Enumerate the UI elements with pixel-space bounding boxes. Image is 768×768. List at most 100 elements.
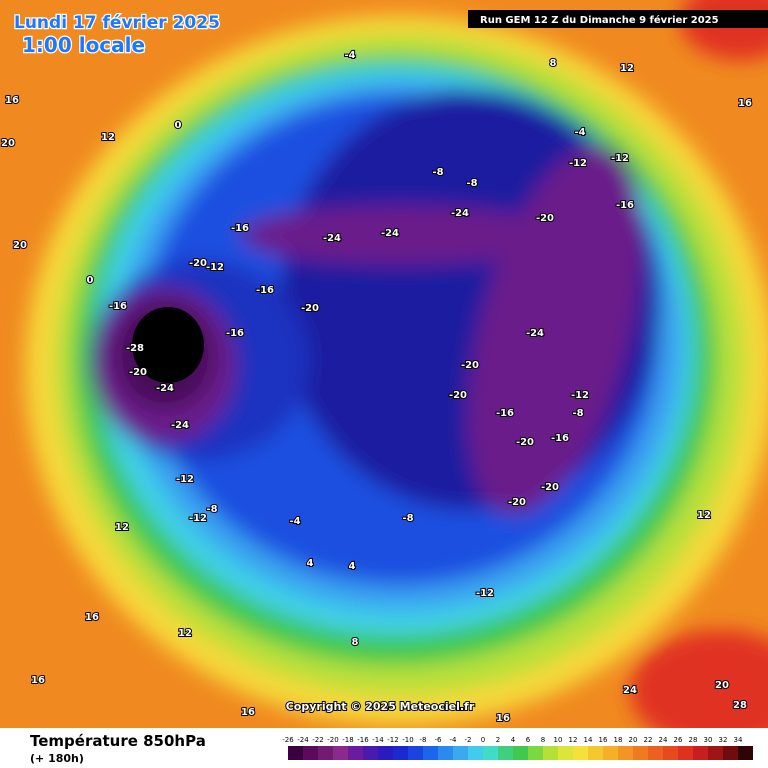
colorbar-tick-label: 12 bbox=[569, 736, 578, 744]
colorbar-tick-label: -16 bbox=[357, 736, 369, 744]
isotherm-label: -20 bbox=[189, 258, 207, 269]
colorbar-swatch bbox=[513, 746, 528, 760]
isotherm-label: 0 bbox=[87, 275, 94, 286]
colorbar-tick-label: 28 bbox=[689, 736, 698, 744]
forecast-lead: (+ 180h) bbox=[30, 752, 84, 765]
isotherm-label: 20 bbox=[1, 138, 15, 149]
colorbar-swatch bbox=[573, 746, 588, 760]
isotherm-label: -12 bbox=[611, 153, 629, 164]
colorbar-swatch bbox=[663, 746, 678, 760]
isotherm-label: 16 bbox=[496, 713, 510, 724]
colorbar-swatch bbox=[498, 746, 513, 760]
colorbar-swatch bbox=[543, 746, 558, 760]
isotherm-label: -20 bbox=[301, 303, 319, 314]
isotherm-label: -12 bbox=[476, 588, 494, 599]
isotherm-label: -16 bbox=[616, 200, 634, 211]
isotherm-label: 4 bbox=[307, 558, 314, 569]
isotherm-label: -28 bbox=[126, 343, 144, 354]
isotherm-label: -12 bbox=[569, 158, 587, 169]
isotherm-label: 20 bbox=[715, 680, 729, 691]
colorbar-tick-label: 14 bbox=[584, 736, 593, 744]
isotherm-label: 24 bbox=[623, 685, 637, 696]
isotherm-label: -20 bbox=[536, 213, 554, 224]
isotherm-label: -16 bbox=[256, 285, 274, 296]
isotherm-label: 12 bbox=[115, 522, 129, 533]
colorbar-swatch bbox=[588, 746, 603, 760]
colorbar-tick-label: 2 bbox=[496, 736, 500, 744]
isotherm-label: 16 bbox=[5, 95, 19, 106]
colorbar-tick-label: 10 bbox=[554, 736, 563, 744]
isotherm-label: 8 bbox=[550, 58, 557, 69]
colorbar-swatch bbox=[618, 746, 633, 760]
colorbar-tick-label: -6 bbox=[435, 736, 443, 744]
isotherm-label: 12 bbox=[620, 63, 634, 74]
isotherm-label: -16 bbox=[226, 328, 244, 339]
colorbar-swatch bbox=[303, 746, 318, 760]
colorbar-tick-label: 34 bbox=[734, 736, 743, 744]
run-banner bbox=[468, 10, 768, 28]
colorbar-swatch bbox=[648, 746, 663, 760]
colorbar-swatch bbox=[603, 746, 618, 760]
map bbox=[0, 0, 768, 750]
isotherm-label: 16 bbox=[85, 612, 99, 623]
colorbar-tick-label: 0 bbox=[481, 736, 485, 744]
isotherm-label: -20 bbox=[461, 360, 479, 371]
isotherm-label: -8 bbox=[432, 167, 443, 178]
valid-date: Lundi 17 février 2025 bbox=[14, 13, 220, 33]
isotherm-label: 28 bbox=[733, 700, 747, 711]
isotherm-label: -20 bbox=[508, 497, 526, 508]
colorbar-swatch bbox=[288, 746, 303, 760]
isotherm-label: -8 bbox=[402, 513, 413, 524]
colorbar-tick-label: -4 bbox=[450, 736, 458, 744]
colorbar-tick-label: 16 bbox=[599, 736, 608, 744]
colorbar-tick-label: 22 bbox=[644, 736, 653, 744]
isotherm-label: -12 bbox=[189, 513, 207, 524]
isotherm-label: -20 bbox=[449, 390, 467, 401]
colorbar-tick-label: -12 bbox=[387, 736, 398, 744]
isotherm-label: 16 bbox=[738, 98, 752, 109]
colorbar-tick-label: -26 bbox=[282, 736, 294, 744]
colorbar-tick-label: 6 bbox=[526, 736, 531, 744]
isotherm-label: -24 bbox=[171, 420, 189, 431]
colorbar-tick-label: 26 bbox=[674, 736, 683, 744]
colorbar-swatch bbox=[693, 746, 708, 760]
colorbar-swatch bbox=[678, 746, 693, 760]
colorbar-swatch bbox=[363, 746, 378, 760]
colorbar-swatch bbox=[723, 746, 738, 760]
colorbar-swatch bbox=[393, 746, 408, 760]
colorbar-swatch bbox=[528, 746, 543, 760]
isotherm-label: -4 bbox=[574, 127, 585, 138]
footer-title: Température 850hPa bbox=[30, 732, 206, 750]
isotherm-label: -8 bbox=[206, 504, 217, 515]
isotherm-label: -24 bbox=[381, 228, 399, 239]
isotherm-label: 12 bbox=[697, 510, 711, 521]
isotherm-label: -12 bbox=[176, 474, 194, 485]
colorbar-tick-label: -8 bbox=[420, 736, 427, 744]
colorbar-swatch bbox=[483, 746, 498, 760]
isotherm-label: -20 bbox=[541, 482, 559, 493]
isotherm-label: -24 bbox=[451, 208, 469, 219]
colorbar-swatch bbox=[708, 746, 723, 760]
isotherm-label: -24 bbox=[323, 233, 341, 244]
colorbar-swatch bbox=[453, 746, 468, 760]
colorbar-tick-label: -18 bbox=[342, 736, 353, 744]
isotherm-label: -24 bbox=[526, 328, 544, 339]
isotherm-label: 8 bbox=[352, 637, 359, 648]
isotherm-label: -4 bbox=[289, 516, 300, 527]
isotherm-label: -16 bbox=[109, 301, 127, 312]
colorbar-tick-label: -24 bbox=[297, 736, 309, 744]
isotherm-label: -8 bbox=[572, 408, 583, 419]
colorbar-tick-label: 30 bbox=[704, 736, 713, 744]
isotherm-label: -16 bbox=[551, 433, 569, 444]
copyright: Copyright © 2025 Meteociel.fr bbox=[286, 700, 475, 713]
colorbar-swatch bbox=[558, 746, 573, 760]
colorbar-tick-label: 32 bbox=[719, 736, 728, 744]
colorbar-tick-label: -10 bbox=[402, 736, 413, 744]
isotherm-label: 16 bbox=[241, 707, 255, 718]
isotherm-label: 12 bbox=[101, 132, 115, 143]
isotherm-labels: -28 -24 -20 -24 -16 -16 -20 -16 -12 -20 -16 -24 -24 -… bbox=[0, 49, 753, 725]
isotherm-label: 4 bbox=[349, 561, 356, 572]
colorbar-swatch bbox=[333, 746, 348, 760]
colorbar-tick-label: 8 bbox=[541, 736, 545, 744]
